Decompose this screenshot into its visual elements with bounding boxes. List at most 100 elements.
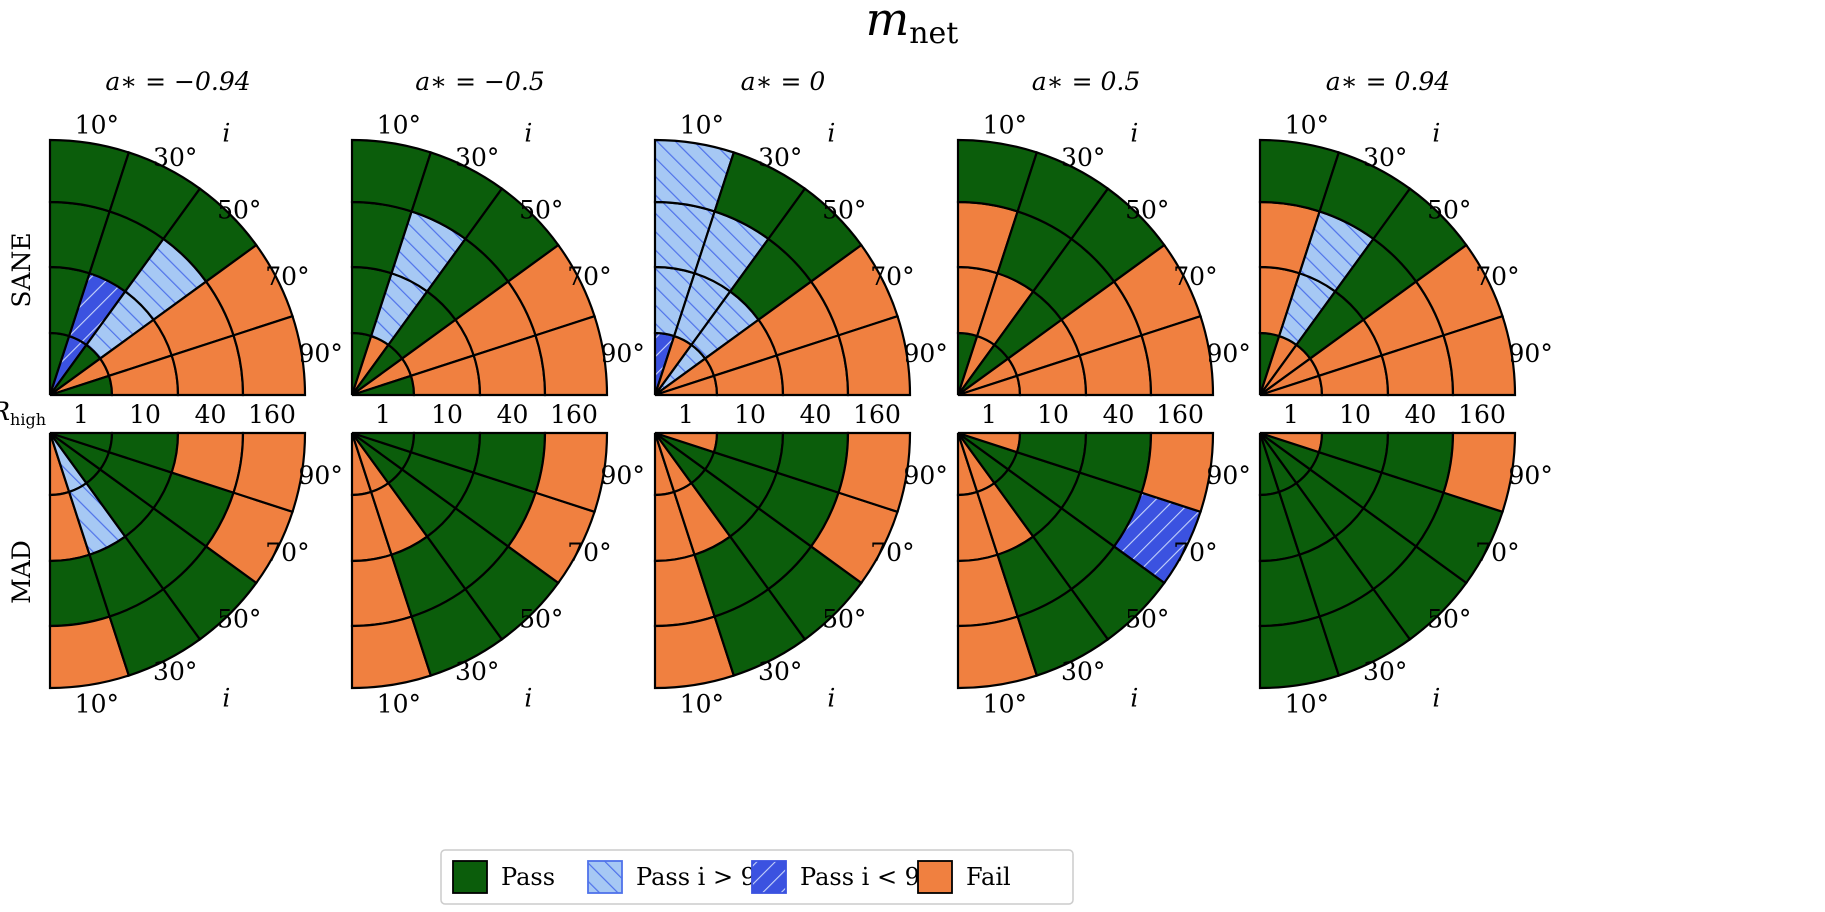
angle-tick-4: 90° [1207,339,1251,368]
row-label-sane: SANE [7,232,36,307]
panel-sane-0 [48,138,307,397]
angle-axis-label: i [1130,684,1138,713]
radial-tick-2: 40 [1405,400,1437,429]
radial-tick-3: 160 [1458,400,1506,429]
angle-tick-1: 30° [153,143,197,172]
panels-group: a∗ = −0.94 10° 30° 50° 70° 90° i 1 10 40 160 a∗ = −… [48,67,1553,719]
cell-r3-w4 [232,314,307,397]
legend-swatch-F [917,860,953,894]
angle-tick-4: 90° [601,461,645,490]
panel-mad-2 [653,431,912,690]
cell-r3-w4 [837,314,912,397]
angle-tick-1: 30° [1061,657,1105,686]
angle-tick-4: 90° [1509,339,1553,368]
angle-tick-1: 30° [758,657,802,686]
cell-r3-w4 [232,431,307,514]
legend-swatch-H [587,860,623,894]
column-label-1: a∗ = −0.5 [415,67,544,96]
radial-tick-3: 160 [853,400,901,429]
column-label-2: a∗ = 0 [741,67,826,96]
angle-axis-label: i [1432,118,1440,147]
angle-axis-label: i [1130,118,1138,147]
angle-tick-3: 70° [1475,538,1519,567]
angle-tick-2: 50° [217,196,261,225]
column-label-3: a∗ = 0.5 [1032,67,1141,96]
radial-tick-0: 1 [1283,400,1299,429]
chart-title: mnet [866,0,959,51]
angle-tick-2: 50° [519,196,563,225]
cell-r3-w4 [534,431,609,514]
cell-r3-w4 [1140,314,1215,397]
legend-swatch-P [452,860,488,894]
angle-axis-label: i [524,684,532,713]
radial-tick-0: 1 [678,400,694,429]
radial-tick-3: 160 [248,400,296,429]
radial-tick-2: 40 [1103,400,1135,429]
panel-sane-2 [653,138,912,397]
angle-axis-label: i [222,118,230,147]
angle-tick-3: 70° [567,262,611,291]
angle-tick-2: 50° [1427,196,1471,225]
angle-tick-3: 70° [870,538,914,567]
cell-r3-w4 [1442,314,1517,397]
panel-mad-3 [956,431,1215,690]
row-label-mad: MAD [7,540,36,604]
radial-tick-1: 10 [734,400,766,429]
chart-title-sub: net [909,16,958,51]
radial-tick-1: 10 [1037,400,1069,429]
radial-tick-0: 1 [73,400,89,429]
angle-tick-4: 90° [299,461,343,490]
angle-tick-0: 10° [680,110,724,139]
angle-tick-1: 30° [455,143,499,172]
angle-tick-2: 50° [1427,604,1471,633]
angle-tick-1: 30° [1363,143,1407,172]
legend-label-F: Fail [966,863,1011,891]
angle-axis-label: i [524,118,532,147]
radial-tick-3: 160 [550,400,598,429]
chart-title-main: m [866,0,910,46]
angle-tick-4: 90° [904,339,948,368]
radial-tick-2: 40 [195,400,227,429]
radial-tick-3: 160 [1156,400,1204,429]
radial-tick-2: 40 [800,400,832,429]
angle-tick-1: 30° [758,143,802,172]
panel-sane-3 [956,138,1215,397]
angle-tick-1: 30° [455,657,499,686]
column-label-4: a∗ = 0.94 [1326,67,1450,96]
angle-tick-2: 50° [519,604,563,633]
column-label-0: a∗ = −0.94 [105,67,250,96]
angle-axis-label: i [222,684,230,713]
radial-tick-2: 40 [497,400,529,429]
angle-tick-4: 90° [904,461,948,490]
cell-r3-w4 [534,314,609,397]
angle-tick-2: 50° [217,604,261,633]
panel-mad-0 [48,431,307,690]
cell-r3-w4 [1140,431,1215,514]
angle-tick-2: 50° [1125,604,1169,633]
cell-r3-w4 [837,431,912,514]
legend-label-P: Pass [501,863,555,891]
radial-tick-1: 10 [1339,400,1371,429]
angle-tick-0: 10° [75,110,119,139]
panel-mad-1 [350,431,609,690]
angle-tick-0: 10° [983,110,1027,139]
legend: Pass Pass i > 90° Pass i < 90° Fail [440,849,1074,905]
angle-tick-3: 70° [870,262,914,291]
radial-tick-1: 10 [129,400,161,429]
angle-tick-3: 70° [1475,262,1519,291]
angle-axis-label: i [827,118,835,147]
angle-tick-0: 10° [680,690,724,719]
panel-mad-4 [1258,431,1517,690]
legend-swatch-D [751,860,787,894]
radial-axis-label-sub: high [10,410,46,429]
angle-tick-3: 70° [1173,538,1217,567]
angle-axis-label: i [1432,684,1440,713]
angle-tick-2: 50° [822,604,866,633]
radial-axis-label-main: R [0,397,10,426]
angle-tick-3: 70° [265,538,309,567]
angle-tick-0: 10° [983,690,1027,719]
angle-tick-3: 70° [1173,262,1217,291]
cell-r3-w4 [1442,431,1517,514]
angle-tick-4: 90° [1207,461,1251,490]
